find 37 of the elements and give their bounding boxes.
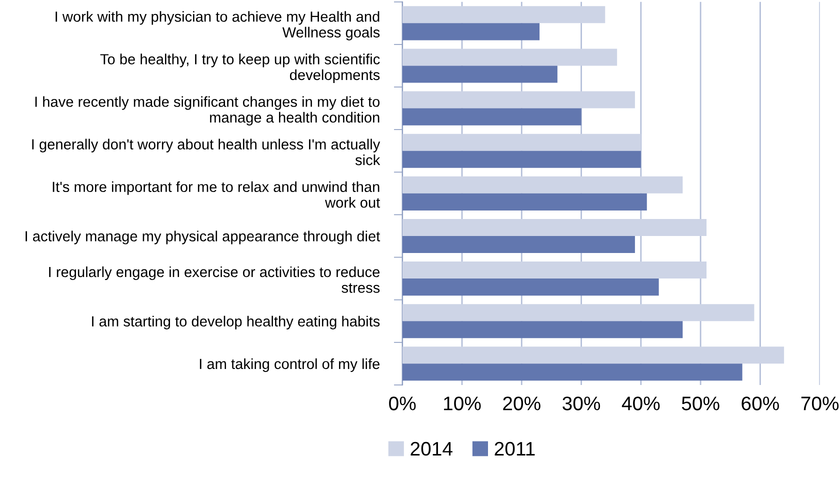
bar <box>402 108 582 126</box>
bar <box>402 262 707 279</box>
y-tick-label: To be healthy, I try to keep up with scientific developments <box>100 54 380 83</box>
x-tick-label: 0% <box>389 396 416 410</box>
bar <box>402 346 784 364</box>
y-tick-label: I regularly engage in exercise or activities to reduce stress <box>49 266 380 293</box>
y-tick-label: I am taking control of my life <box>200 358 380 372</box>
bar <box>402 304 754 322</box>
bar <box>402 236 635 254</box>
bar <box>402 48 618 66</box>
y-tick-label: I work with my physician to achieve my Health and Wellness goals <box>56 11 380 40</box>
y-tick-label: I am starting to develop healthy eating habits <box>92 316 380 330</box>
x-tick-label: 50% <box>682 396 720 410</box>
y-tick-label: It's more important for me to relax and unwind than work out <box>52 181 380 208</box>
x-tick-label: 20% <box>503 396 540 410</box>
y-tick-label: I actively manage my physical appearance through diet <box>26 230 380 244</box>
x-tick-label: 40% <box>622 396 660 410</box>
bar <box>402 6 606 24</box>
bar <box>402 66 558 83</box>
y-tick-label: I generally don't worry about health unless I'm actually sick <box>32 138 380 166</box>
y-tick-label: I have recently made significant changes in my diet to manage a health condition <box>35 96 380 126</box>
bar <box>402 134 641 151</box>
legend-label: 2014 <box>410 442 452 456</box>
bar <box>402 23 540 40</box>
x-tick-label: 30% <box>562 396 600 410</box>
bar <box>402 176 683 194</box>
bar <box>402 321 683 338</box>
bar <box>402 364 742 381</box>
bar <box>402 278 659 296</box>
bar <box>402 218 707 236</box>
x-tick-label: 10% <box>444 396 481 410</box>
x-tick-label: 60% <box>742 396 779 410</box>
legend-label: 2011 <box>494 442 535 456</box>
bar <box>402 193 647 210</box>
x-tick-label: 70% <box>801 396 839 410</box>
bar <box>402 91 635 108</box>
bar <box>402 150 641 168</box>
